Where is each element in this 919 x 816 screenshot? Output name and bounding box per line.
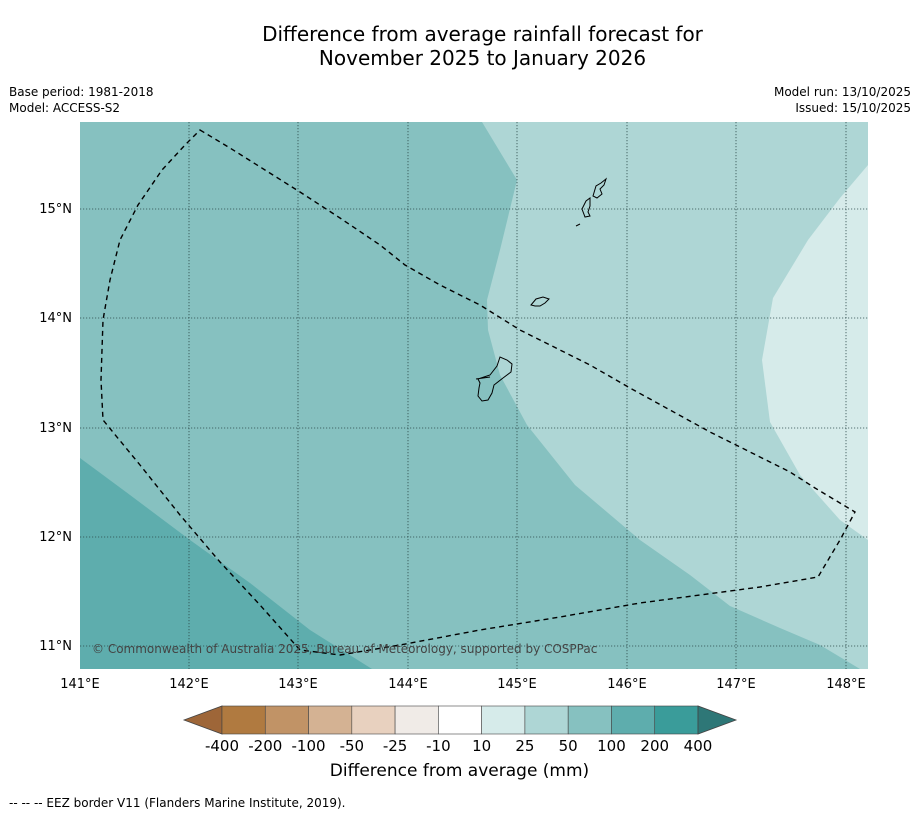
eez-border	[100, 129, 856, 656]
colorbar-label: 200	[640, 737, 669, 755]
lat-tick: 14°N	[39, 311, 72, 326]
band-100-200	[80, 458, 372, 669]
colorbar-segment	[394, 705, 439, 735]
colorbar-label: 10	[472, 737, 491, 755]
colorbar-label: -50	[340, 737, 365, 755]
title-line-2: November 2025 to January 2026	[318, 46, 647, 70]
lat-tick: 12°N	[39, 530, 72, 545]
model-run: Model run: 13/10/2025	[773, 85, 911, 99]
lat-axis: 15°N 14°N 13°N 12°N 11°N	[39, 202, 72, 654]
island-guam	[475, 356, 513, 402]
band-25-50	[482, 122, 868, 669]
graticule	[80, 122, 868, 669]
colorbar-label: 100	[597, 737, 626, 755]
colorbar-segment	[654, 705, 699, 735]
lon-tick: 147°E	[716, 677, 756, 692]
model-name: Model: ACCESS-S2	[9, 101, 121, 115]
island-rota	[530, 296, 550, 307]
colorbar-segment	[264, 705, 309, 735]
title-line-1: Difference from average rainfall forecas…	[262, 22, 703, 46]
colorbar-label: -25	[383, 737, 408, 755]
band-10-25	[762, 165, 868, 540]
lon-axis: 141°E 142°E 143°E 144°E 145°E 146°E 147°…	[60, 677, 866, 692]
island-saipan	[592, 177, 608, 199]
meta-right: Model run: 13/10/2025 Issued: 15/10/2025	[774, 84, 911, 116]
meta-left: Base period: 1981-2018 Model: ACCESS-S2	[9, 84, 154, 116]
islands	[475, 177, 608, 402]
lon-tick: 144°E	[388, 677, 428, 692]
lon-tick: 146°E	[607, 677, 647, 692]
island-aguijan	[575, 223, 581, 227]
base-period: Base period: 1981-2018	[9, 85, 154, 99]
colorbar-segment	[351, 705, 396, 735]
lon-tick: 148°E	[826, 677, 866, 692]
colorbar-label: -100	[292, 737, 326, 755]
lon-tick: 145°E	[497, 677, 537, 692]
eez-footnote: -- -- -- EEZ border V11 (Flanders Marine…	[9, 796, 346, 810]
colorbar-extend-high	[697, 705, 738, 735]
colorbar-title: Difference from average (mm)	[329, 761, 590, 781]
colorbar-label: 25	[515, 737, 534, 755]
lat-tick: 15°N	[39, 202, 72, 217]
colorbar-segment	[221, 705, 266, 735]
colorbar-segment	[611, 705, 656, 735]
map-title: Difference from average rainfall forecas…	[0, 22, 919, 70]
colorbar-segment	[524, 705, 569, 735]
colorbar-label: 50	[559, 737, 578, 755]
colorbar-label: -200	[248, 737, 282, 755]
issued-date: Issued: 15/10/2025	[795, 101, 911, 115]
lat-tick: 13°N	[39, 421, 72, 436]
copyright-text: © Commonwealth of Australia 2025, Bureau…	[92, 642, 597, 656]
colorbar-extend-low	[182, 705, 223, 735]
lon-tick: 141°E	[60, 677, 100, 692]
colorbar-label: -400	[205, 737, 239, 755]
colorbar: -400 -200 -100 -50 -25 -10 10 25 50 100 200 400	[182, 705, 738, 755]
colorbar-segment	[567, 705, 612, 735]
colorbar-label: 400	[684, 737, 713, 755]
colorbar-segment	[481, 705, 526, 735]
lat-tick: 11°N	[39, 639, 72, 654]
rainfall-map: © Commonwealth of Australia 2025, Bureau…	[80, 122, 868, 669]
colorbar-segment	[308, 705, 353, 735]
colorbar-segment	[438, 705, 482, 735]
island-tinian	[581, 197, 591, 218]
lon-tick: 142°E	[169, 677, 209, 692]
colorbar-label: -10	[426, 737, 451, 755]
lon-tick: 143°E	[278, 677, 318, 692]
